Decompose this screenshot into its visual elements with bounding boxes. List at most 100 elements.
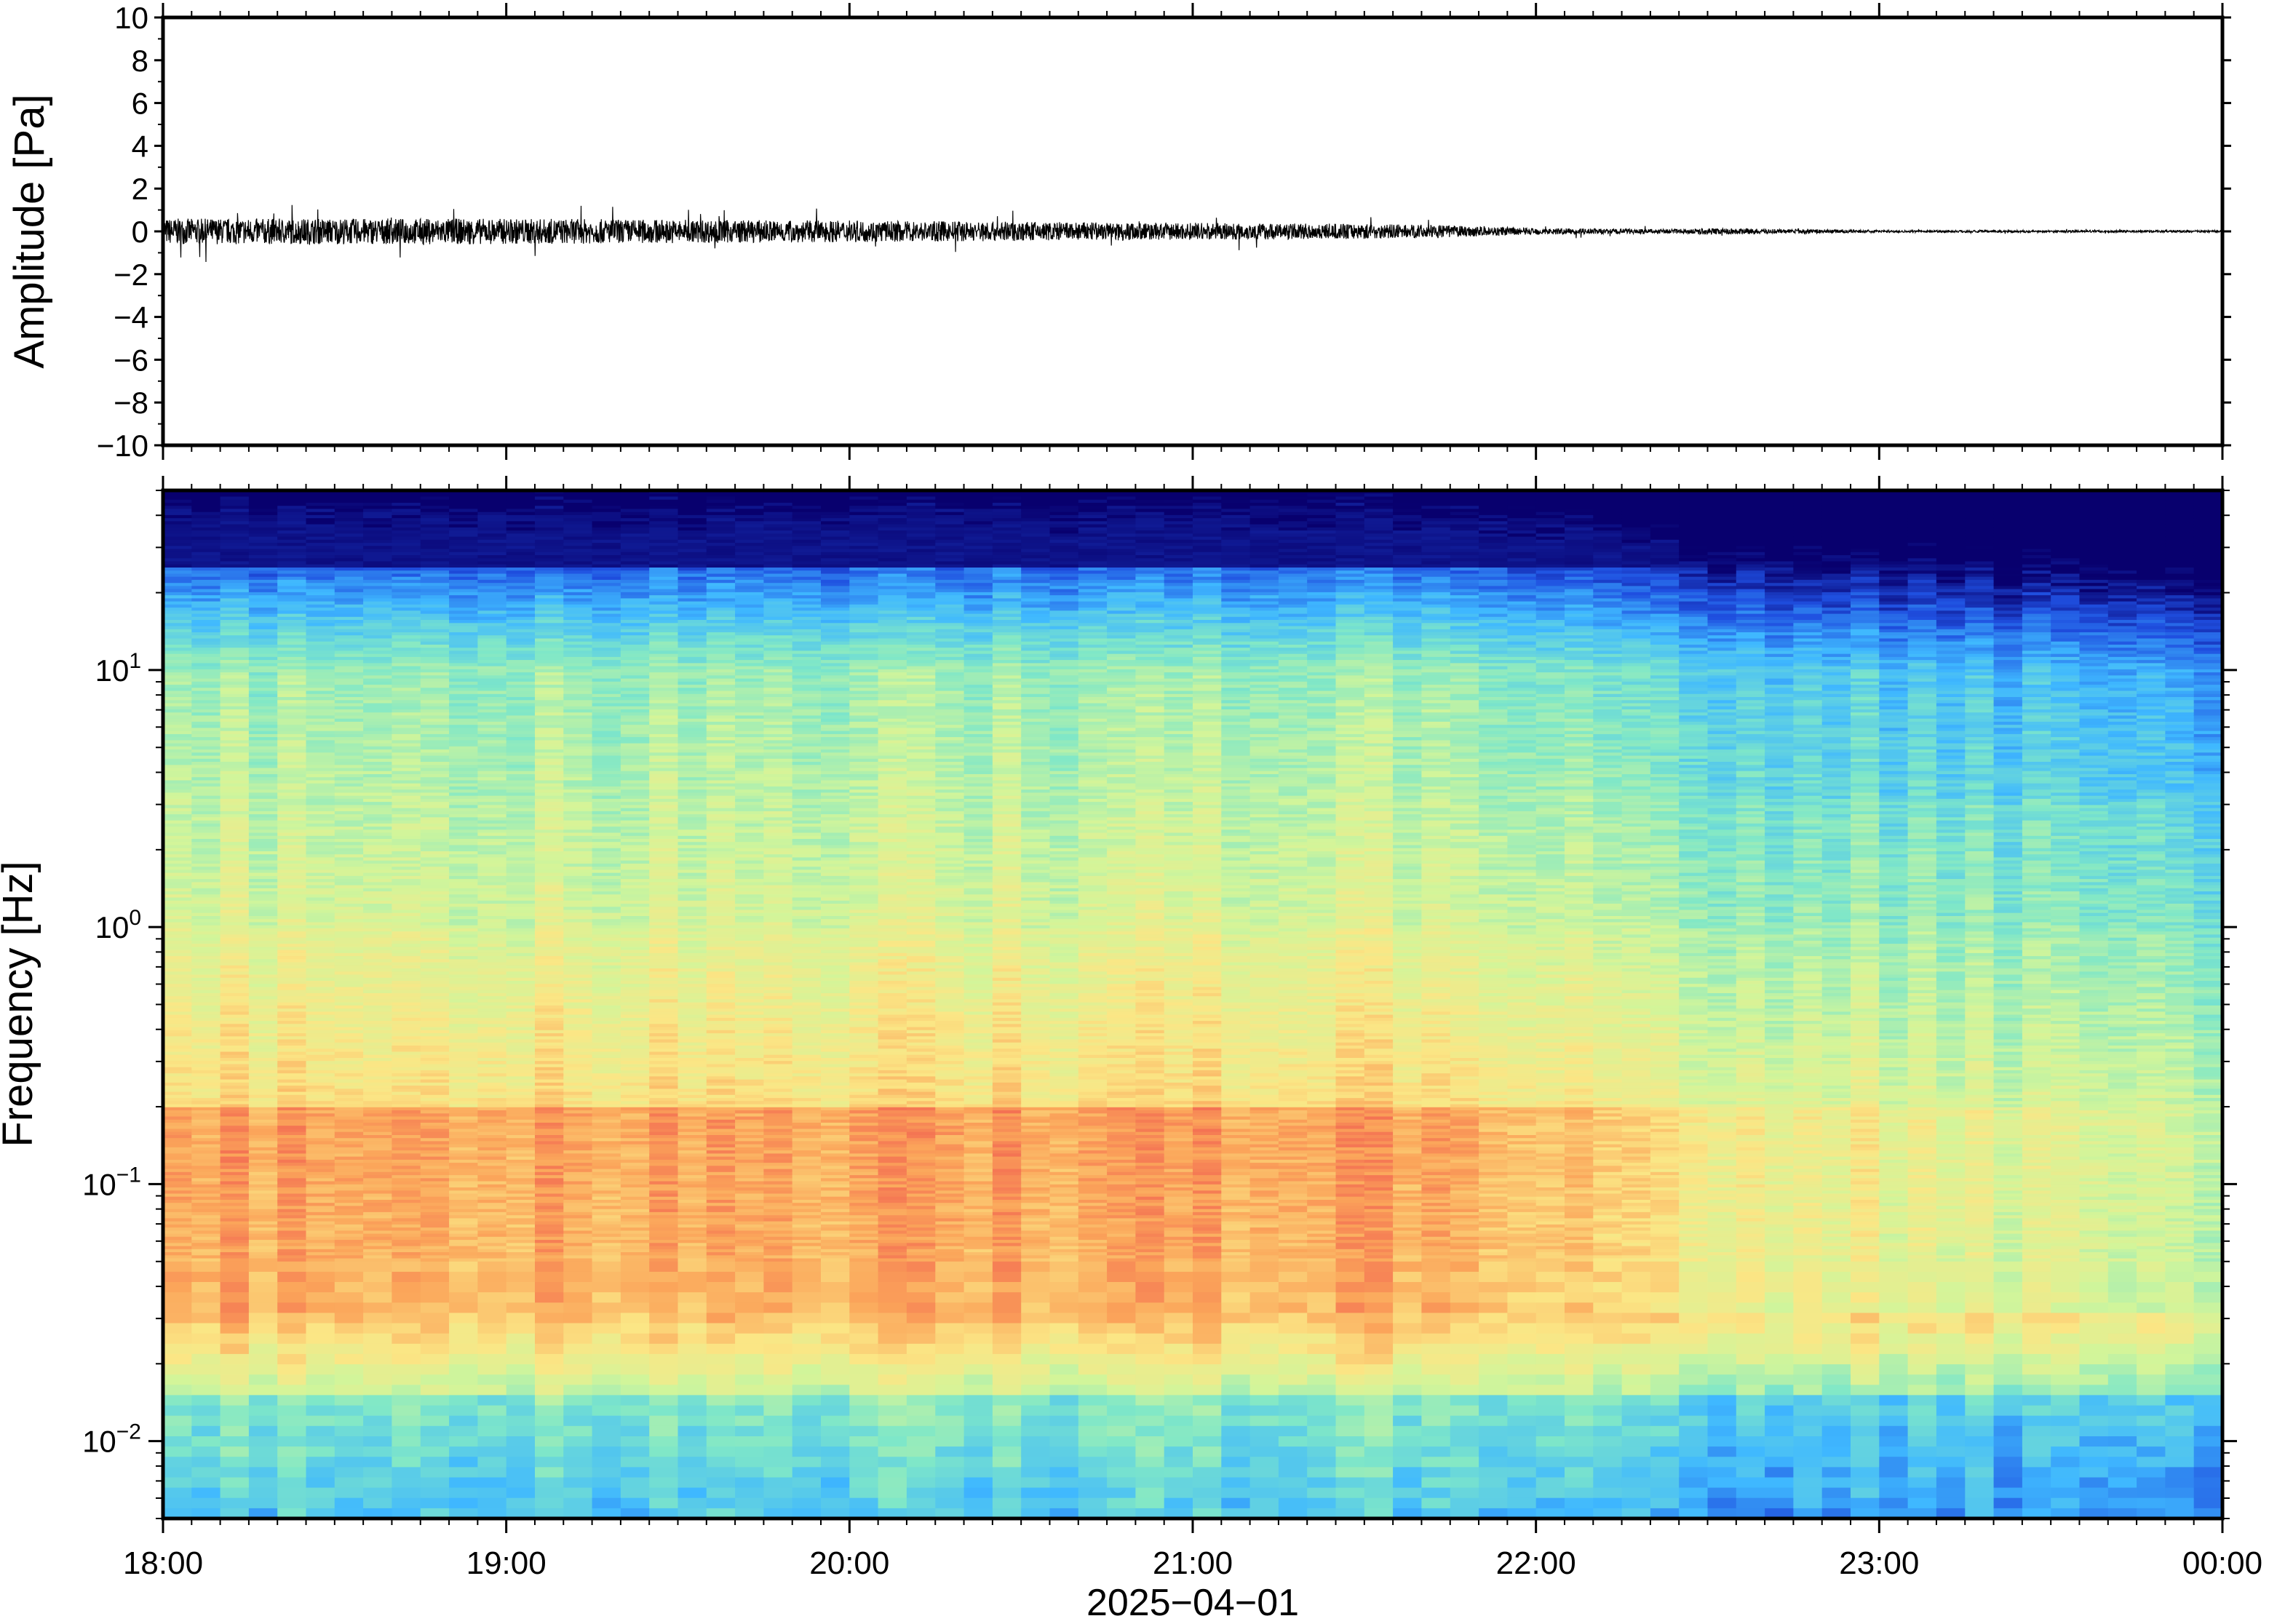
spectrogram-cell <box>449 1487 478 1499</box>
spectrogram-cell <box>248 968 278 972</box>
spectrogram-cell <box>563 981 593 984</box>
spectrogram-cell <box>191 962 221 966</box>
spectrogram-cell <box>592 576 621 581</box>
spectrogram-cell <box>420 762 450 765</box>
spectrogram-cell <box>506 1436 536 1447</box>
spectrogram-cell <box>449 832 478 837</box>
spectrogram-cell <box>220 512 250 516</box>
spectrogram-cell <box>306 635 335 639</box>
spectrogram-cell <box>535 984 564 987</box>
spectrogram-cell <box>248 1129 278 1133</box>
spectrogram-cell <box>420 1203 450 1206</box>
spectrogram-cell <box>477 1425 507 1437</box>
spectrogram-cell <box>191 1086 221 1089</box>
spectrogram-cell <box>277 648 307 651</box>
spectrogram-cell <box>248 552 278 556</box>
spectrogram-cell <box>535 749 564 753</box>
spectrogram-cell <box>620 827 650 830</box>
spectrogram-cell <box>563 1110 593 1114</box>
spectrogram-cell <box>277 907 307 911</box>
spectrogram-cell <box>620 700 650 704</box>
spectrogram-cell <box>620 820 650 824</box>
spectrogram-cell <box>163 1131 192 1136</box>
spectrogram-cell <box>392 1104 421 1108</box>
spectrogram-cell <box>277 814 307 818</box>
spectrogram-cell <box>334 666 364 670</box>
spectrogram-cell <box>277 681 307 685</box>
spectrogram-cell <box>163 552 192 556</box>
spectrogram-cell <box>477 1104 507 1108</box>
spectrogram-cell <box>563 656 593 661</box>
spectrogram-cell <box>477 839 507 843</box>
spectrogram-cell <box>248 514 278 519</box>
spectrogram-cell <box>191 869 221 874</box>
spectrogram-cell <box>277 558 307 562</box>
spectrogram-cell <box>334 894 364 899</box>
spectrogram-cell <box>392 774 421 778</box>
spectrogram-cell <box>248 1064 278 1068</box>
spectrogram-cell <box>306 971 335 976</box>
spectrogram-cell <box>477 1021 507 1024</box>
spectrogram-cell <box>477 586 507 590</box>
spectrogram-cell <box>392 721 421 725</box>
spectrogram-cell <box>163 755 192 760</box>
spectrogram-cell <box>649 693 679 698</box>
spectrogram-cell <box>392 1364 421 1375</box>
spectrogram-cell <box>363 857 392 861</box>
spectrogram-cell <box>535 1144 564 1148</box>
spectrogram-cell <box>563 817 593 821</box>
spectrogram-cell <box>420 1364 450 1375</box>
spectrogram-cell <box>248 1395 278 1406</box>
spectrogram-cell <box>334 688 364 692</box>
spectrogram-cell <box>334 731 364 735</box>
spectrogram-cell <box>592 573 621 578</box>
spectrogram-cell <box>163 1211 192 1216</box>
spectrogram-cell <box>277 1425 307 1437</box>
spectrogram-cell <box>535 1255 564 1259</box>
spectrogram-cell <box>334 959 364 963</box>
spectrogram-cell <box>248 783 278 787</box>
spectrogram-cell <box>649 802 679 805</box>
spectrogram-cell <box>449 1030 478 1034</box>
spectrogram-cell <box>191 842 221 845</box>
spectrogram-cell <box>248 1126 278 1129</box>
spectrogram-cell <box>191 536 221 541</box>
spectrogram-cell <box>420 1171 450 1176</box>
spectrogram-cell <box>248 613 278 618</box>
spectrogram-cell <box>477 805 507 809</box>
spectrogram-cell <box>248 950 278 954</box>
spectrogram-cell <box>420 974 450 979</box>
spectrogram-cell <box>449 620 478 624</box>
spectrogram-cell <box>420 740 450 744</box>
spectrogram-cell <box>220 783 250 787</box>
spectrogram-cell <box>649 752 679 757</box>
spectrogram-cell <box>334 1323 364 1334</box>
spectrogram-cell <box>592 1302 621 1313</box>
spectrogram-cell <box>535 1064 564 1068</box>
spectrogram-cell <box>649 616 679 621</box>
spectrogram-cell <box>563 912 593 917</box>
spectrogram-cell <box>563 891 593 895</box>
spectrogram-cell <box>392 675 421 680</box>
spectrogram-cell <box>563 1156 593 1161</box>
spectrogram-cell <box>449 1261 478 1273</box>
spectrogram-cell <box>248 1302 278 1313</box>
spectrogram-cell <box>392 894 421 899</box>
spectrogram-cell <box>506 555 536 559</box>
spectrogram-cell <box>248 638 278 642</box>
spectrogram-cell <box>535 728 564 732</box>
spectrogram-cell <box>306 518 335 522</box>
spectrogram-cell <box>363 977 392 982</box>
spectrogram-cell <box>220 660 250 664</box>
spectrogram-cell <box>592 1067 621 1071</box>
spectrogram-cell <box>363 598 392 602</box>
spectrogram-cell <box>163 1184 192 1188</box>
spectrogram-cell <box>620 765 650 769</box>
spectrogram-cell <box>592 977 621 982</box>
spectrogram-cell <box>248 1073 278 1077</box>
spectrogram-cell <box>620 728 650 732</box>
spectrogram-cell <box>163 688 192 692</box>
spectrogram-cell <box>592 1054 621 1059</box>
spectrogram-cell <box>363 561 392 565</box>
spectrogram-cell <box>277 579 307 584</box>
